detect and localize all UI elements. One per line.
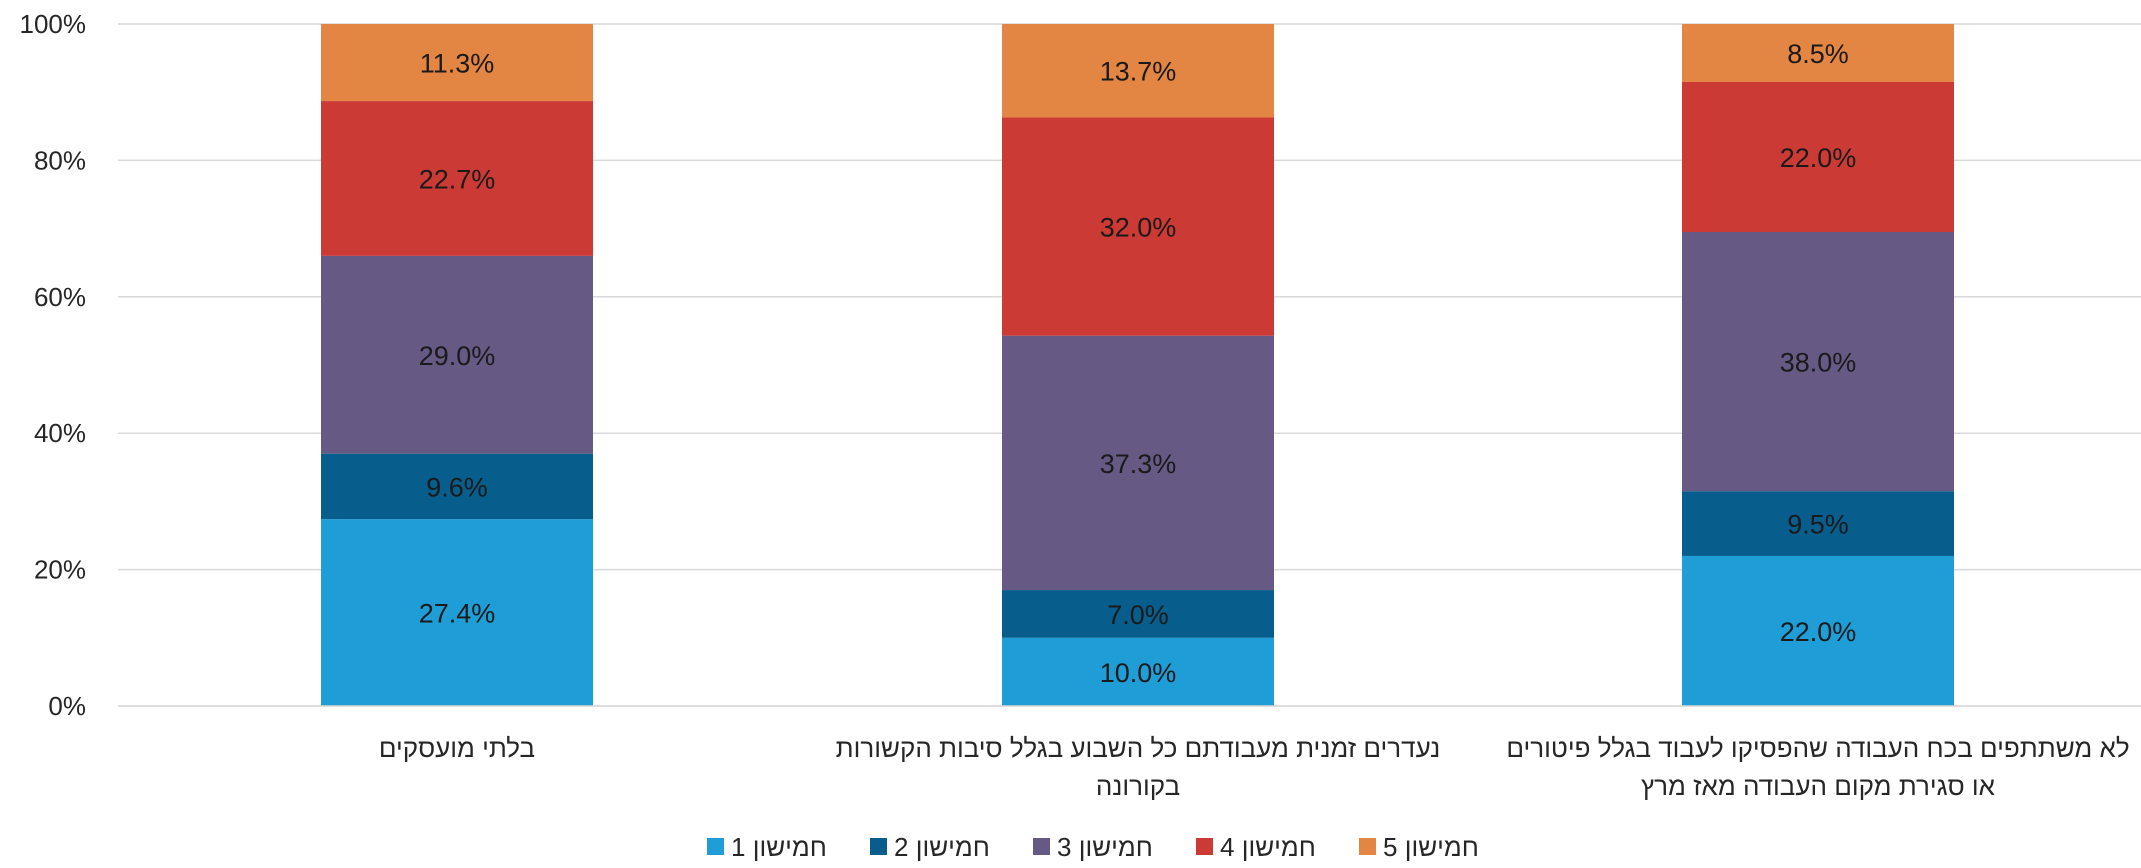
category-label-line: או סגירת מקום העבודה מאז מרץ	[1641, 771, 1995, 801]
y-tick-label: 20%	[34, 555, 86, 585]
bar-segment	[1002, 590, 1274, 638]
data-label: 9.6%	[426, 472, 488, 502]
data-label: 22.0%	[1780, 617, 1857, 647]
legend-swatch	[1033, 838, 1050, 855]
bar-segment	[1682, 24, 1954, 82]
bar-segment	[1682, 555, 1954, 706]
data-label: 22.0%	[1780, 143, 1857, 173]
legend-label: חמישון 2	[894, 832, 990, 862]
legend-swatch	[707, 838, 724, 855]
legend-item: חמישון 3	[1033, 832, 1153, 862]
data-label: 9.5%	[1787, 510, 1849, 540]
y-tick-label: 60%	[34, 282, 86, 312]
y-tick-label: 80%	[34, 145, 86, 175]
bar-segment	[321, 101, 593, 256]
data-label: 37.3%	[1100, 449, 1177, 479]
bar-segment	[321, 453, 593, 520]
legend-swatch	[870, 838, 887, 855]
category-label: נעדרים זמנית מעבודתם כל השבוע בגלל סיבות…	[836, 733, 1441, 801]
bars: 27.4% 9.6% 29.0% 22.7% 11.3% 10.0% 7.0% 37.3% 32…	[321, 24, 1954, 706]
y-tick-label: 100%	[20, 9, 87, 39]
category-label-line: נעדרים זמנית מעבודתם כל השבוע בגלל סיבות…	[836, 733, 1441, 763]
legend-label: חמישון 1	[731, 832, 827, 862]
legend-label: חמישון 5	[1383, 832, 1479, 862]
x-axis: בלתי מועסקים נעדרים זמנית מעבודתם כל השבו…	[379, 733, 2130, 801]
data-label: 22.7%	[419, 164, 496, 194]
y-axis: 0% 20% 40% 60% 80% 100%	[20, 9, 87, 721]
legend-item: חמישון 5	[1359, 832, 1479, 862]
bar-segment	[1002, 117, 1274, 336]
legend: חמישון 1 חמישון 2 חמישון 3 חמישון 4 חמישון 5	[707, 832, 1479, 862]
bar-segment	[1002, 335, 1274, 591]
data-label: 7.0%	[1107, 600, 1169, 630]
data-label: 32.0%	[1100, 213, 1177, 243]
bar-segment	[1002, 637, 1274, 706]
y-tick-label: 40%	[34, 418, 86, 448]
data-label: 11.3%	[420, 49, 495, 79]
data-label: 8.5%	[1787, 39, 1849, 69]
data-label: 13.7%	[1100, 57, 1177, 87]
legend-label: חמישון 3	[1057, 832, 1153, 862]
legend-item: חמישון 4	[1196, 832, 1316, 862]
category-label: לא משתתפים בכח העבודה שהפסיקו לעבוד בגלל…	[1506, 733, 2129, 801]
data-label: 29.0%	[419, 341, 496, 371]
bar-segment	[321, 24, 593, 102]
data-label: 10.0%	[1100, 658, 1177, 688]
bar-segment	[321, 519, 593, 706]
y-tick-label: 0%	[48, 691, 86, 721]
category-label-line: בלתי מועסקים	[379, 733, 535, 763]
category-label-line: לא משתתפים בכח העבודה שהפסיקו לעבוד בגלל…	[1506, 733, 2129, 763]
bar-segment	[321, 255, 593, 454]
legend-swatch	[1196, 838, 1213, 855]
data-label: 27.4%	[419, 599, 496, 629]
legend-item: חמישון 1	[707, 832, 827, 862]
legend-label: חמישון 4	[1220, 832, 1316, 862]
legend-item: חמישון 2	[870, 832, 990, 862]
bar-segment	[1002, 24, 1274, 118]
bar-segment	[1682, 232, 1954, 492]
bar-segment	[1682, 491, 1954, 556]
legend-swatch	[1359, 838, 1376, 855]
data-label: 38.0%	[1780, 348, 1857, 378]
bar-segment	[1682, 81, 1954, 233]
category-label-line: בקורונה	[1096, 771, 1180, 801]
category-label: בלתי מועסקים	[379, 733, 535, 763]
